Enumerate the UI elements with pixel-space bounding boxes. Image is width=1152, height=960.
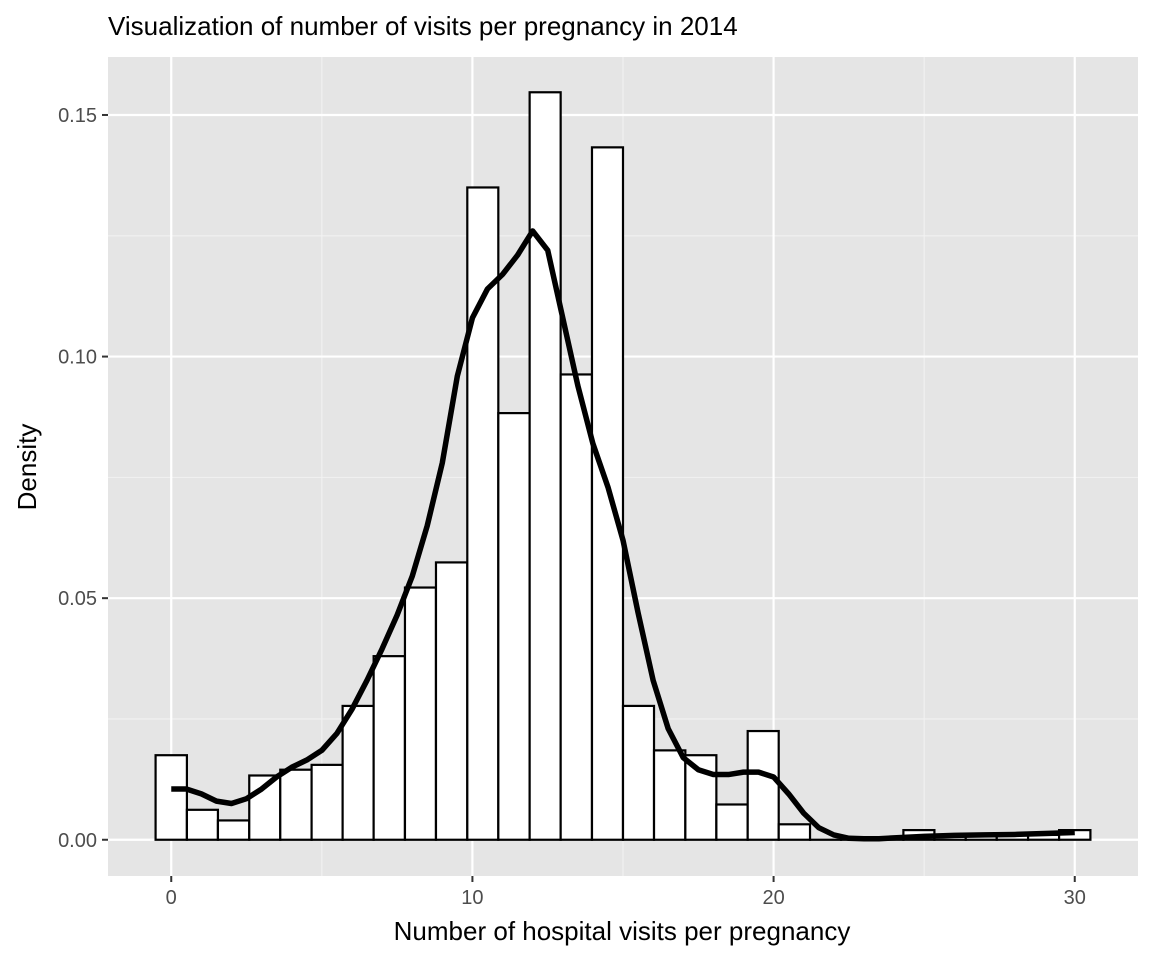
histogram-bar bbox=[341, 704, 375, 841]
histogram-bar bbox=[621, 704, 656, 841]
x-tick-label: 10 bbox=[461, 887, 483, 909]
histogram-bar bbox=[279, 768, 313, 841]
histogram-bar bbox=[310, 763, 344, 841]
y-tick-label: 0.15 bbox=[58, 105, 97, 127]
histogram-bar bbox=[652, 749, 687, 841]
axis-ticks: 0 10 20 30 0.00 0.05 0.10 0.15 bbox=[58, 105, 1086, 909]
y-tick-label: 0.10 bbox=[58, 347, 97, 369]
chart-title: Visualization of number of visits per pr… bbox=[108, 11, 738, 41]
x-axis-title: Number of hospital visits per pregnancy bbox=[394, 916, 851, 946]
histogram-bar bbox=[372, 655, 407, 841]
histogram-bar bbox=[746, 729, 780, 841]
histogram-bar bbox=[528, 91, 562, 841]
y-tick-label: 0.00 bbox=[58, 830, 97, 852]
histogram-bar bbox=[497, 412, 531, 841]
density-curve bbox=[171, 228, 1075, 842]
histogram-bar bbox=[403, 586, 438, 841]
histogram-bar bbox=[154, 754, 189, 841]
x-tick-label: 20 bbox=[762, 887, 784, 909]
histogram-bar bbox=[715, 803, 749, 841]
y-tick-label: 0.05 bbox=[58, 588, 97, 610]
histogram-bar bbox=[559, 373, 594, 841]
histogram-bar bbox=[777, 823, 812, 841]
y-axis-title: Density bbox=[12, 424, 42, 511]
histogram-bar bbox=[216, 819, 251, 841]
x-tick-label: 0 bbox=[166, 887, 177, 909]
histogram-bar bbox=[434, 561, 469, 841]
histogram-bar bbox=[185, 808, 220, 841]
histogram-bar bbox=[248, 774, 282, 841]
x-tick-label: 30 bbox=[1064, 887, 1086, 909]
